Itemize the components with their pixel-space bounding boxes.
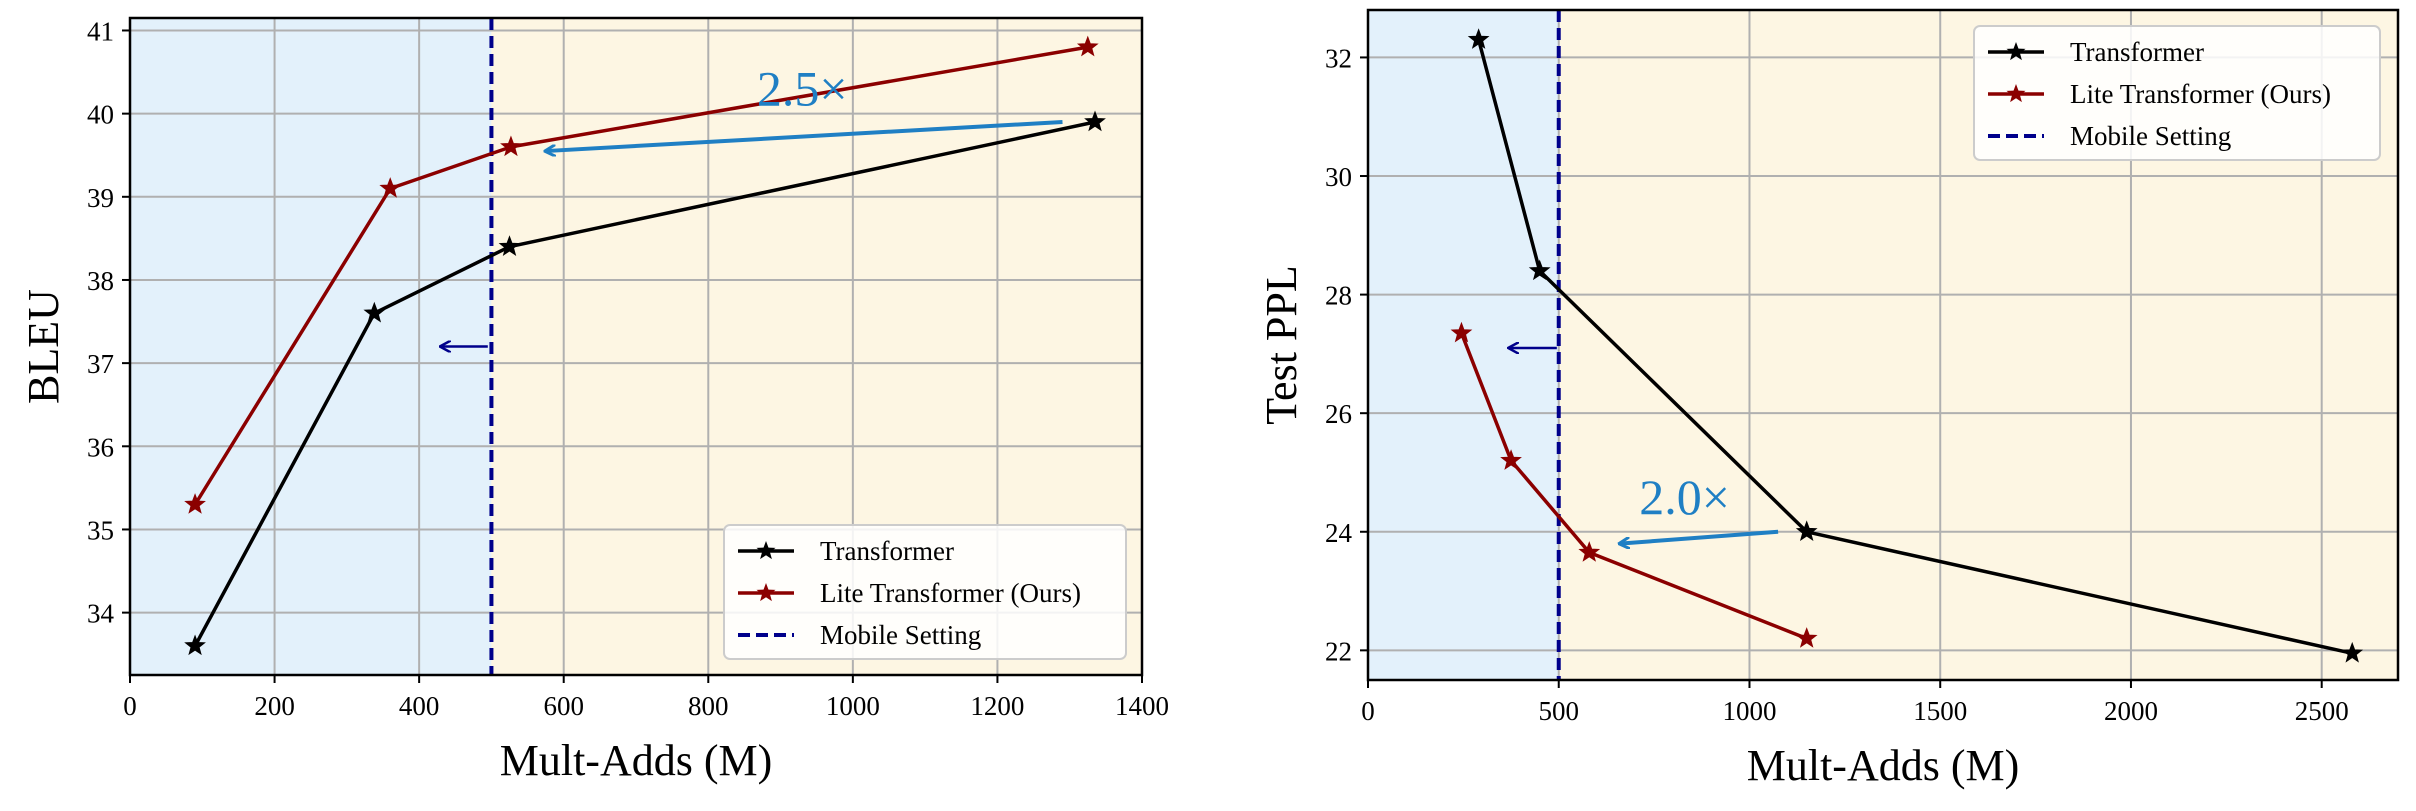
y-tick-label: 35	[87, 515, 114, 545]
plot-frame	[1366, 8, 2400, 682]
y-axis-label: Test PPL	[1257, 265, 1306, 425]
legend-label: Transformer	[2070, 37, 2204, 67]
y-tick-label: 40	[87, 100, 114, 130]
x-tick-label: 200	[254, 691, 295, 721]
y-tick-label: 38	[87, 266, 114, 296]
y-tick-label: 30	[1325, 162, 1352, 192]
x-tick-label: 600	[543, 691, 584, 721]
legend-marker	[756, 583, 776, 602]
y-tick-label: 36	[87, 432, 114, 462]
x-axis-label: Mult-Adds (M)	[1747, 741, 2020, 790]
data-point	[184, 493, 206, 514]
data-point	[1467, 28, 1490, 49]
speedup-label: 2.0×	[1639, 469, 1730, 525]
x-tick-label: 2000	[2104, 696, 2158, 726]
y-tick-label: 24	[1325, 518, 1353, 548]
data-point	[184, 634, 206, 656]
data-point	[2341, 641, 2364, 663]
legend: Transformer Lite Transformer (Ours) Mobile…	[723, 524, 1127, 660]
data-point	[500, 135, 522, 157]
y-tick-label: 28	[1325, 281, 1352, 311]
bleu-chart: 2.5× 0 200 400 600 800 1000 1200 1400 34 35 36 37 38 3…	[19, 16, 1169, 785]
speedup-arrow	[1620, 529, 1779, 544]
data-point	[1084, 110, 1106, 132]
y-tick-label: 39	[87, 183, 114, 213]
x-tick-label: 2500	[2295, 696, 2349, 726]
speedup-label: 2.5×	[757, 60, 848, 116]
x-tick-label: 1000	[1722, 696, 1776, 726]
series-line-1	[1459, 332, 1808, 641]
mobile-region	[130, 18, 492, 675]
y-axis-label: BLEU	[19, 289, 68, 404]
data-point	[1578, 541, 1601, 562]
legend-marker	[756, 541, 776, 560]
x-axis-label: Mult-Adds (M)	[500, 736, 773, 785]
series-line-1	[193, 45, 1089, 506]
x-tick-label: 1200	[970, 691, 1024, 721]
y-tick-label: 37	[87, 349, 114, 379]
y-tick-label: 26	[1325, 399, 1352, 429]
x-tick-label: 400	[399, 691, 440, 721]
data-point	[1795, 627, 1818, 648]
legend-box	[723, 524, 1127, 660]
legend-box	[1973, 25, 2381, 161]
legend-marker	[2006, 84, 2026, 103]
series-line-0	[193, 120, 1096, 647]
y-tick-label: 41	[87, 16, 114, 46]
data-point	[363, 301, 386, 323]
x-tick-label: 500	[1538, 696, 1579, 726]
x-tick-label: 0	[1361, 696, 1375, 726]
x-tick-label: 1000	[826, 691, 880, 721]
y-tick-label: 32	[1325, 43, 1352, 73]
y-tick-label: 22	[1325, 636, 1352, 666]
legend: Transformer Lite Transformer (Ours) Mobile…	[1973, 25, 2381, 161]
data-point	[1500, 449, 1522, 470]
legend-label: Lite Transformer (Ours)	[2070, 79, 2331, 109]
data-point	[1795, 520, 1818, 542]
data-point	[1076, 35, 1099, 57]
speedup-arrow	[546, 119, 1063, 151]
x-tick-label: 0	[123, 691, 137, 721]
x-tick-label: 800	[688, 691, 729, 721]
data-point	[379, 177, 402, 198]
data-point	[1450, 321, 1473, 343]
legend-label: Mobile Setting	[820, 620, 981, 650]
data-point	[1528, 259, 1551, 281]
mobile-region	[1368, 10, 1559, 680]
ppl-chart: 2.0× 0 500 1000 1500 2000 2500 22 24 26 28 30 32 Mult…	[1257, 8, 2400, 790]
legend-marker	[2006, 42, 2026, 61]
plot-frame	[128, 16, 1144, 677]
x-tick-label: 1500	[1913, 696, 1967, 726]
legend-label: Transformer	[820, 536, 954, 566]
y-tick-label: 34	[87, 599, 115, 629]
data-point	[498, 235, 521, 256]
x-tick-label: 1400	[1115, 691, 1169, 721]
legend-label: Mobile Setting	[2070, 121, 2231, 151]
series-line-0	[1476, 39, 2353, 656]
legend-label: Lite Transformer (Ours)	[820, 578, 1081, 608]
